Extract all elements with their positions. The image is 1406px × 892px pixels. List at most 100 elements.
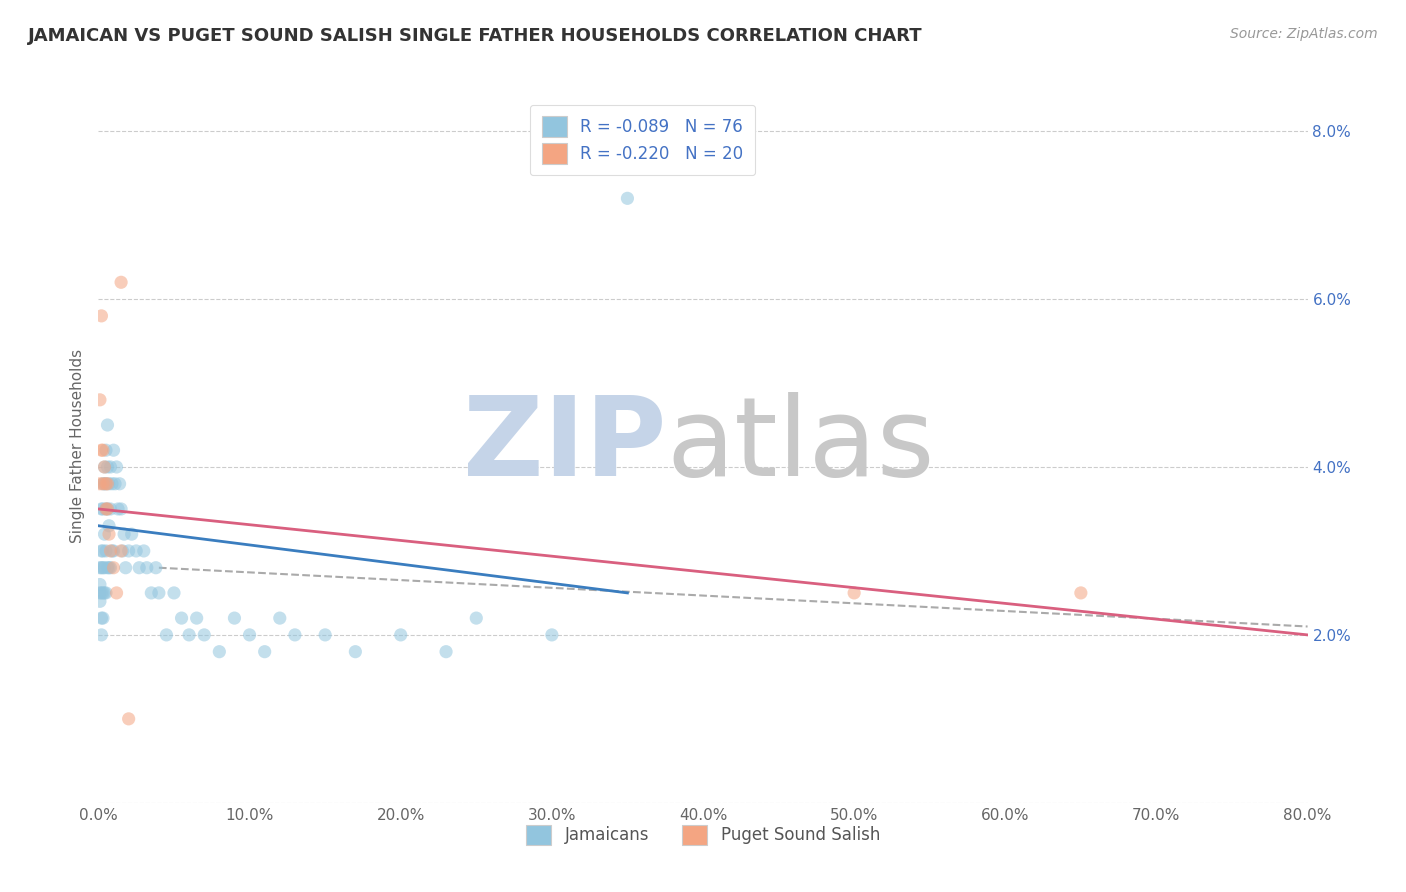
Point bbox=[90, 502, 112, 516]
Point bbox=[91, 611, 114, 625]
Point bbox=[110, 275, 132, 289]
Point bbox=[224, 611, 246, 625]
Point bbox=[186, 611, 208, 625]
Point bbox=[89, 476, 111, 491]
Point bbox=[269, 611, 291, 625]
Point bbox=[93, 476, 115, 491]
Text: Source: ZipAtlas.com: Source: ZipAtlas.com bbox=[1230, 27, 1378, 41]
Point bbox=[118, 544, 141, 558]
Point bbox=[90, 611, 112, 625]
Text: ZIP: ZIP bbox=[464, 392, 666, 500]
Point bbox=[91, 443, 114, 458]
Point bbox=[132, 544, 155, 558]
Point bbox=[389, 628, 412, 642]
Point bbox=[284, 628, 307, 642]
Point bbox=[94, 476, 117, 491]
Point bbox=[100, 460, 122, 475]
Point bbox=[91, 560, 114, 574]
Point bbox=[100, 544, 122, 558]
Point bbox=[90, 628, 112, 642]
Point bbox=[90, 586, 112, 600]
Point bbox=[98, 476, 121, 491]
Point bbox=[155, 628, 177, 642]
Point bbox=[110, 502, 132, 516]
Point bbox=[344, 645, 367, 659]
Point bbox=[104, 476, 127, 491]
Point bbox=[98, 518, 121, 533]
Point bbox=[98, 527, 121, 541]
Point bbox=[844, 586, 866, 600]
Point bbox=[93, 460, 115, 475]
Point bbox=[103, 560, 125, 574]
Point bbox=[110, 544, 132, 558]
Point bbox=[114, 560, 136, 574]
Point bbox=[112, 527, 135, 541]
Point bbox=[90, 560, 112, 574]
Point bbox=[93, 560, 115, 574]
Point bbox=[94, 544, 117, 558]
Point bbox=[94, 443, 117, 458]
Point bbox=[208, 645, 231, 659]
Point bbox=[148, 586, 170, 600]
Point bbox=[1070, 586, 1092, 600]
Point bbox=[103, 443, 125, 458]
Point bbox=[91, 544, 114, 558]
Point bbox=[89, 560, 111, 574]
Point bbox=[89, 594, 111, 608]
Point bbox=[93, 586, 115, 600]
Point bbox=[314, 628, 336, 642]
Point bbox=[118, 712, 141, 726]
Point bbox=[100, 560, 122, 574]
Point bbox=[96, 476, 118, 491]
Point bbox=[94, 502, 117, 516]
Point bbox=[100, 502, 122, 516]
Point bbox=[193, 628, 215, 642]
Point bbox=[94, 586, 117, 600]
Point bbox=[170, 611, 193, 625]
Point bbox=[239, 628, 262, 642]
Point bbox=[108, 476, 131, 491]
Point bbox=[540, 628, 562, 642]
Point bbox=[105, 586, 128, 600]
Point bbox=[434, 645, 457, 659]
Point bbox=[101, 544, 124, 558]
Text: atlas: atlas bbox=[666, 392, 935, 500]
Point bbox=[91, 502, 114, 516]
Point bbox=[96, 417, 118, 432]
Point bbox=[128, 560, 150, 574]
Point bbox=[101, 476, 124, 491]
Point bbox=[253, 645, 276, 659]
Point bbox=[89, 577, 111, 591]
Point bbox=[98, 560, 121, 574]
Y-axis label: Single Father Households: Single Father Households bbox=[69, 349, 84, 543]
Point bbox=[121, 527, 143, 541]
Point bbox=[141, 586, 163, 600]
Point bbox=[91, 476, 114, 491]
Point bbox=[93, 460, 115, 475]
Point bbox=[103, 544, 125, 558]
Point bbox=[94, 476, 117, 491]
Point bbox=[163, 586, 186, 600]
Point bbox=[90, 443, 112, 458]
Legend: Jamaicans, Puget Sound Salish: Jamaicans, Puget Sound Salish bbox=[519, 818, 887, 852]
Text: JAMAICAN VS PUGET SOUND SALISH SINGLE FATHER HOUSEHOLDS CORRELATION CHART: JAMAICAN VS PUGET SOUND SALISH SINGLE FA… bbox=[28, 27, 922, 45]
Point bbox=[91, 586, 114, 600]
Point bbox=[90, 309, 112, 323]
Point bbox=[105, 460, 128, 475]
Point bbox=[616, 191, 638, 205]
Point bbox=[111, 544, 134, 558]
Point bbox=[89, 392, 111, 407]
Point bbox=[107, 502, 129, 516]
Point bbox=[93, 527, 115, 541]
Point bbox=[96, 502, 118, 516]
Point bbox=[91, 476, 114, 491]
Point bbox=[96, 560, 118, 574]
Point bbox=[90, 544, 112, 558]
Point bbox=[96, 460, 118, 475]
Point bbox=[179, 628, 201, 642]
Point bbox=[135, 560, 157, 574]
Point bbox=[465, 611, 488, 625]
Point bbox=[96, 502, 118, 516]
Point bbox=[145, 560, 167, 574]
Point bbox=[94, 502, 117, 516]
